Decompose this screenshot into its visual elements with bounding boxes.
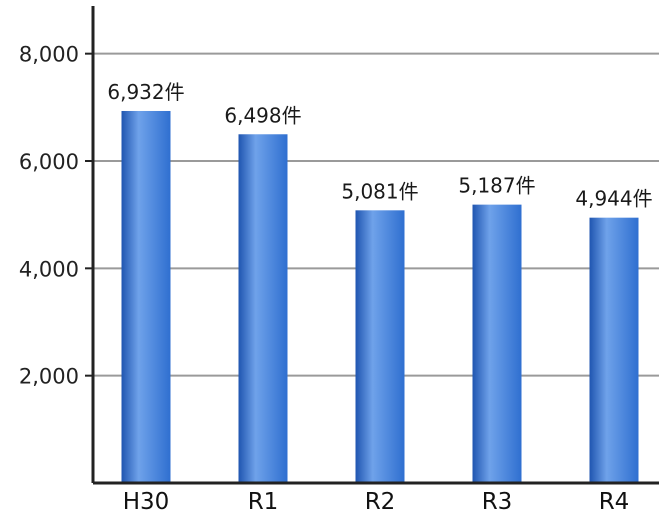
x-category-label: H30: [123, 489, 170, 515]
x-category-label: R3: [482, 489, 513, 515]
y-tick-label: 6,000: [19, 150, 79, 174]
x-category-label: R2: [365, 489, 396, 515]
bar-r4: [589, 217, 639, 483]
y-tick-label: 4,000: [19, 257, 79, 281]
data-labels: 6,932件 6,498件 5,081件 5,187件 4,944件: [107, 80, 652, 211]
bar-r2: [355, 210, 405, 483]
y-tick-labels: 2,000 4,000 6,000 8,000: [19, 43, 79, 389]
x-category-label: R1: [248, 489, 279, 515]
bar-value-label: 5,187件: [458, 174, 535, 198]
bar-value-label: 6,932件: [107, 80, 184, 104]
bar-value-label: 6,498件: [224, 103, 301, 127]
axes: [91, 6, 659, 485]
bars: [121, 110, 639, 484]
y-tick-label: 2,000: [19, 365, 79, 389]
bar-r1: [238, 134, 288, 484]
bar-value-label: 4,944件: [575, 187, 652, 211]
y-tick-label: 8,000: [19, 43, 79, 67]
bar-value-label: 5,081件: [341, 179, 418, 203]
x-category-label: R4: [599, 489, 630, 515]
x-category-labels: H30 R1 R2 R3 R4: [123, 489, 630, 515]
bar-r3: [472, 204, 522, 484]
bar-h30: [121, 110, 171, 483]
